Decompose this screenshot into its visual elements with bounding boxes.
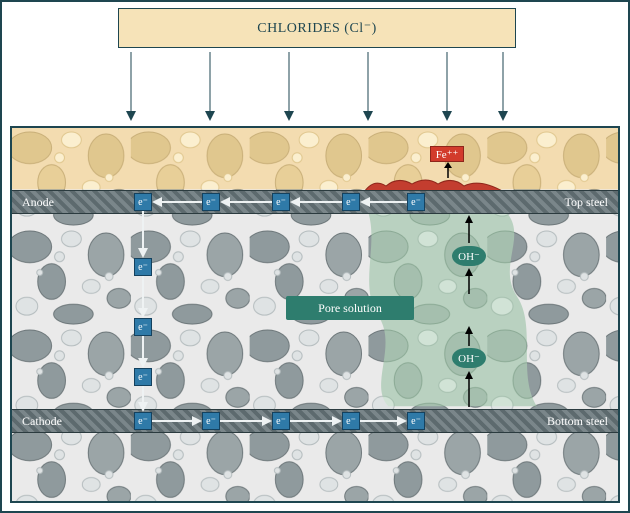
electron-arrow bbox=[220, 415, 272, 427]
electron: e⁻ bbox=[134, 412, 152, 430]
chloride-arrow bbox=[502, 52, 504, 120]
cross-section: Anode Top steel Cathode Bottom steel Fe⁺… bbox=[10, 126, 620, 503]
electron: e⁻ bbox=[342, 412, 360, 430]
top-steel-label: Top steel bbox=[565, 195, 608, 210]
bottom-steel-label: Bottom steel bbox=[547, 414, 608, 429]
electron: e⁻ bbox=[202, 412, 220, 430]
chloride-arrow bbox=[446, 52, 448, 120]
chloride-arrow bbox=[209, 52, 211, 120]
electron: e⁻ bbox=[134, 193, 152, 211]
electron: e⁻ bbox=[134, 368, 152, 386]
electron-arrow bbox=[290, 196, 342, 208]
oh-arrow bbox=[463, 326, 475, 346]
electron: e⁻ bbox=[134, 318, 152, 336]
chlorides-box: CHLORIDES (Cl⁻) bbox=[118, 8, 516, 48]
figure: CHLORIDES (Cl⁻) .arrow-down::after{borde… bbox=[0, 0, 630, 513]
fe-label: Fe⁺⁺ bbox=[430, 146, 464, 162]
chloride-arrow bbox=[288, 52, 290, 120]
cathode-label: Cathode bbox=[22, 414, 62, 429]
electron: e⁻ bbox=[134, 258, 152, 276]
electron: e⁻ bbox=[342, 193, 360, 211]
electron-arrow bbox=[137, 276, 149, 318]
hydroxide-label: OH⁻ bbox=[452, 246, 486, 266]
electron-arrow bbox=[137, 386, 149, 412]
oh-arrow bbox=[463, 215, 475, 243]
electron-arrow bbox=[152, 196, 202, 208]
electron: e⁻ bbox=[407, 412, 425, 430]
chloride-arrow bbox=[367, 52, 369, 120]
electron-arrow bbox=[360, 415, 407, 427]
electron: e⁻ bbox=[272, 412, 290, 430]
electron-arrow bbox=[152, 415, 202, 427]
chlorides-label: CHLORIDES (Cl⁻) bbox=[257, 20, 377, 37]
electron-arrow bbox=[220, 196, 272, 208]
electron-arrow bbox=[137, 336, 149, 368]
electron-arrow bbox=[360, 196, 407, 208]
hydroxide-label: OH⁻ bbox=[452, 348, 486, 368]
electron-arrow bbox=[290, 415, 342, 427]
fe-arrow bbox=[442, 162, 454, 178]
electron-arrow bbox=[137, 211, 149, 258]
electron: e⁻ bbox=[272, 193, 290, 211]
electron: e⁻ bbox=[407, 193, 425, 211]
anode-label: Anode bbox=[22, 195, 54, 210]
oh-arrow bbox=[463, 268, 475, 294]
chloride-arrow bbox=[130, 52, 132, 120]
oh-arrow bbox=[463, 371, 475, 407]
electron: e⁻ bbox=[202, 193, 220, 211]
pore-solution-label: Pore solution bbox=[286, 296, 414, 320]
